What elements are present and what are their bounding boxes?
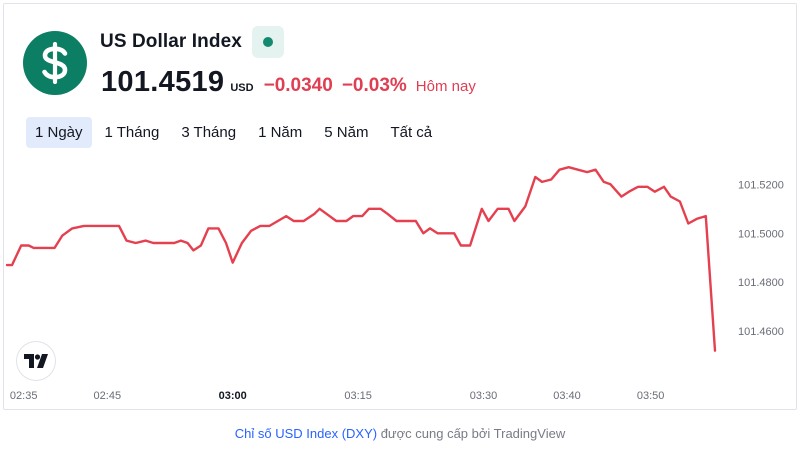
- dollar-logo-icon: [23, 31, 87, 95]
- dollar-sign-icon: [42, 42, 68, 84]
- attribution-text: được cung cấp bởi TradingView: [377, 426, 566, 441]
- attribution-link[interactable]: Chỉ số USD Index (DXY): [234, 426, 378, 441]
- tab-1-month[interactable]: 1 Tháng: [104, 124, 160, 141]
- tradingview-mark-icon: [24, 354, 48, 368]
- tradingview-widget: US Dollar Index 101.4519 USD −0.0340 −0.…: [3, 3, 797, 410]
- attribution-footer: Chỉ số USD Index (DXY) được cung cấp bởi…: [0, 426, 800, 441]
- tab-5-years[interactable]: 5 Năm: [324, 124, 369, 141]
- symbol-title[interactable]: US Dollar Index: [100, 31, 242, 52]
- tab-all[interactable]: Tất cả: [390, 124, 433, 141]
- market-open-dot-icon: [263, 37, 273, 47]
- range-tabs: 1 Ngày 1 Tháng 3 Tháng 1 Năm 5 Năm Tất c…: [26, 117, 441, 148]
- price-change: −0.0340: [263, 75, 333, 96]
- currency-code: USD: [230, 82, 254, 94]
- price-row: 101.4519 USD −0.0340 −0.03% Hôm nay: [101, 66, 476, 99]
- market-status-badge: [252, 26, 284, 58]
- price-change-percent: −0.03%: [341, 75, 407, 96]
- tab-3-months[interactable]: 3 Tháng: [181, 124, 237, 141]
- current-price: 101.4519: [101, 66, 225, 98]
- period-label: Hôm nay: [415, 78, 476, 95]
- tradingview-logo-icon[interactable]: [17, 342, 55, 380]
- tab-1-day[interactable]: 1 Ngày: [26, 117, 92, 148]
- tab-1-year[interactable]: 1 Năm: [258, 124, 303, 141]
